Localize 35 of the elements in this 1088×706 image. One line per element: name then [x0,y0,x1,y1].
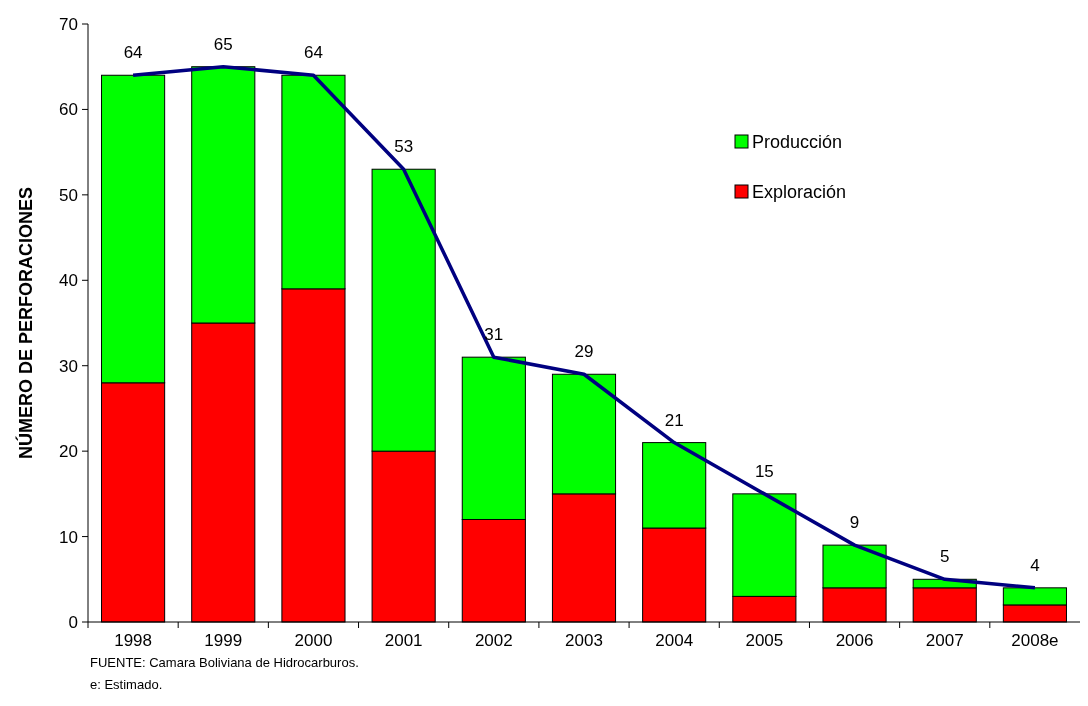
x-tick-label: 2008e [1011,631,1059,650]
x-tick-label: 2007 [925,631,964,650]
x-tick-label: 2004 [655,631,694,650]
y-tick-label: 40 [59,271,78,291]
x-tick-label: 2003 [565,631,603,650]
y-tick-label: 60 [59,100,78,120]
y-tick-label: 30 [59,356,78,376]
data-label: 53 [394,137,414,157]
x-tick-label: 2000 [294,631,333,650]
text: e: Estimado. [90,677,163,692]
data-label: 21 [664,410,684,430]
data-label: 64 [303,43,323,63]
data-label: 9 [849,513,860,533]
x-tick-label: 1998 [114,631,152,650]
data-label: 64 [123,43,143,63]
y-tick-label: 50 [59,185,78,205]
legend-label: Exploración [752,182,847,203]
data-label: 29 [574,342,594,362]
data-label: 5 [939,547,950,567]
data-label: 15 [754,461,774,481]
data-label: 31 [484,325,504,345]
x-tick-label: 1999 [204,631,243,650]
y-axis-title: NÚMERO DE PERFORACIONES [15,186,36,460]
data-label: 65 [213,34,233,54]
y-tick-label: 10 [59,527,78,547]
x-tick-label: 2006 [835,631,874,650]
source-note: FUENTE: Camara Boliviana de Hidrocarburos. [90,655,359,670]
legend-label: Producción [752,132,843,153]
y-tick-label: 70 [59,14,78,34]
x-tick-label: 2002 [474,631,513,650]
y-tick-label: 0 [68,612,78,632]
data-label: 4 [1030,555,1040,575]
x-tick-label: 2005 [745,631,784,650]
y-tick-label: 20 [59,442,78,462]
x-tick-label: 2001 [384,631,423,650]
